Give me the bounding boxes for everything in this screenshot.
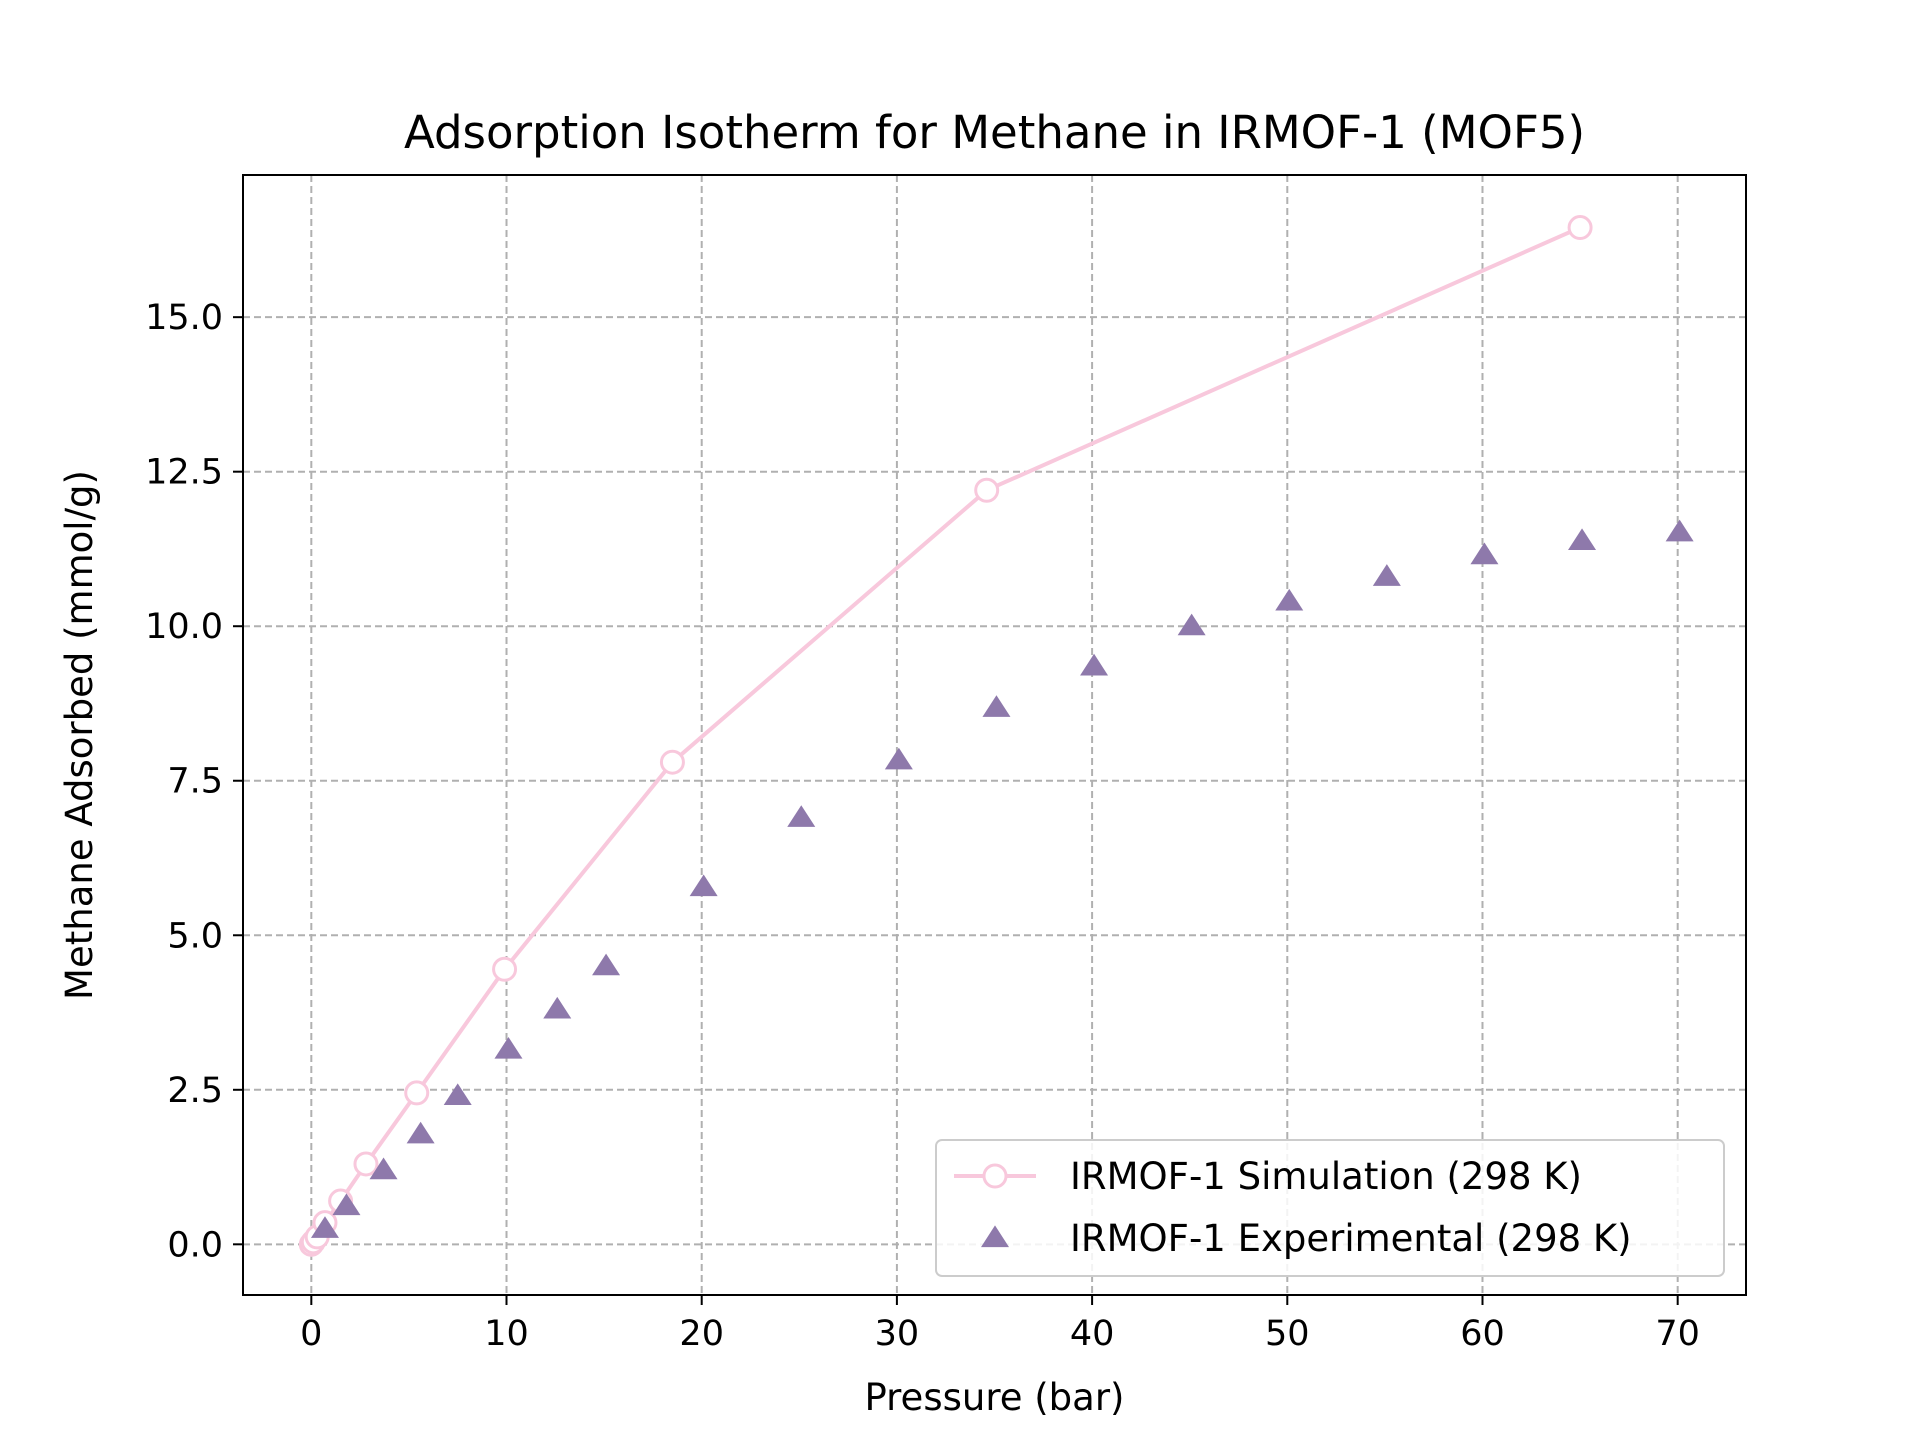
legend-simulation-label: IRMOF-1 Simulation (298 K) bbox=[1070, 1155, 1582, 1198]
chart-title: Adsorption Isotherm for Methane in IRMOF… bbox=[404, 106, 1585, 159]
y-axis-title: Methane Adsorbed (mmol/g) bbox=[58, 470, 101, 1000]
x-tick-label: 60 bbox=[1460, 1314, 1505, 1354]
experimental-point bbox=[543, 996, 572, 1019]
simulation-point bbox=[1567, 215, 1593, 241]
plot-frame bbox=[242, 174, 1747, 1296]
experimental-point bbox=[1665, 519, 1694, 542]
experimental-point bbox=[689, 874, 718, 897]
y-tick-label: 0.0 bbox=[167, 1225, 223, 1265]
x-tick-label: 30 bbox=[875, 1314, 920, 1354]
simulation-point bbox=[974, 477, 1000, 503]
y-tick-label: 2.5 bbox=[167, 1071, 223, 1111]
simulation-point bbox=[659, 749, 685, 775]
simulation-point bbox=[353, 1151, 379, 1177]
experimental-point bbox=[1372, 564, 1401, 586]
legend-experimental-label: IRMOF-1 Experimental (298 K) bbox=[1070, 1217, 1632, 1260]
experimental-point bbox=[332, 1193, 361, 1216]
x-tick-label: 70 bbox=[1655, 1314, 1700, 1354]
x-tick-label: 20 bbox=[679, 1314, 724, 1354]
experimental-point bbox=[369, 1157, 398, 1180]
tick-layer: 0 10 20 30 40 50 60 70 0.0 2.5 5.0 7.5 10.0 12.5 15.0 bbox=[145, 298, 1700, 1354]
x-axis-title: Pressure (bar) bbox=[865, 1376, 1125, 1419]
experimental-point bbox=[494, 1037, 523, 1059]
series-layer bbox=[298, 215, 1694, 1257]
experimental-point bbox=[406, 1121, 435, 1144]
experimental-point bbox=[1470, 542, 1499, 565]
legend: IRMOF-1 Simulation (298 K) IRMOF-1 Experi… bbox=[935, 1139, 1725, 1277]
experimental-point bbox=[982, 695, 1011, 717]
y-tick-label: 12.5 bbox=[145, 453, 223, 493]
legend-simulation-marker bbox=[982, 1163, 1008, 1189]
x-tick-label: 0 bbox=[300, 1314, 322, 1354]
experimental-point bbox=[884, 747, 913, 770]
simulation-point bbox=[404, 1080, 430, 1106]
y-tick-label: 15.0 bbox=[145, 298, 223, 338]
experimental-point bbox=[592, 953, 621, 976]
legend-box bbox=[935, 1139, 1725, 1277]
y-tick-label: 5.0 bbox=[167, 916, 223, 956]
experimental-point bbox=[1177, 613, 1206, 636]
experimental-point bbox=[310, 1216, 339, 1238]
y-tick-label: 10.0 bbox=[145, 607, 223, 647]
x-tick-label: 40 bbox=[1070, 1314, 1115, 1354]
experimental-point bbox=[1275, 588, 1304, 611]
experimental-point bbox=[1568, 528, 1597, 550]
x-tick-label: 10 bbox=[484, 1314, 529, 1354]
experimental-point bbox=[443, 1083, 472, 1106]
experimental-point bbox=[1080, 653, 1109, 676]
simulation-point bbox=[492, 956, 518, 982]
y-tick-label: 7.5 bbox=[167, 762, 223, 802]
experimental-point bbox=[787, 805, 816, 827]
legend-experimental-marker bbox=[981, 1225, 1009, 1248]
x-tick-label: 50 bbox=[1265, 1314, 1310, 1354]
